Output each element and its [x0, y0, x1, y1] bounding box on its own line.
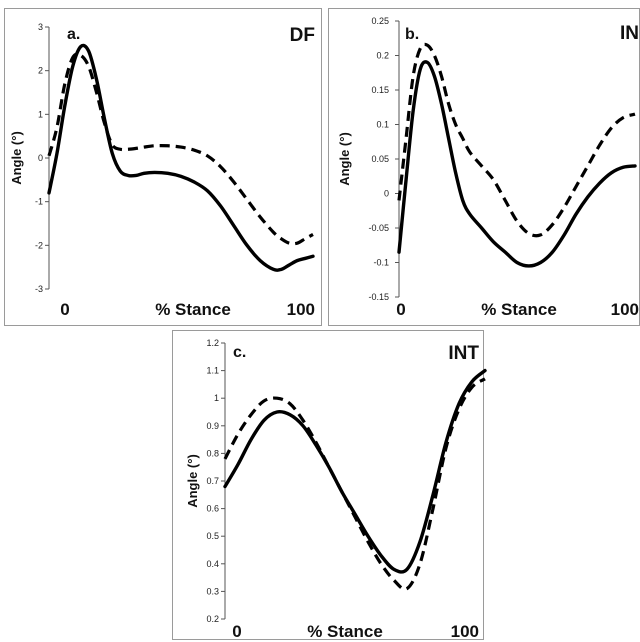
y-axis-label: Angle (°) [337, 132, 352, 186]
x-end-label: 100 [611, 300, 639, 319]
y-tick-label: 0.4 [206, 559, 219, 569]
x-start-label: 0 [396, 300, 405, 319]
y-tick-label: 0.6 [206, 504, 219, 514]
panel-c-int: 1.2 1.1 1 0.9 0.8 0.7 0.6 0.5 0.4 0.3 0.2 Angle (°)… [172, 330, 487, 641]
y-tick-label: 0.2 [376, 51, 389, 61]
y-tick-label: 0.25 [371, 16, 389, 26]
y-tick-label: -2 [35, 240, 43, 250]
series-line-solid [47, 43, 315, 272]
y-axis-label: Angle (°) [9, 131, 24, 185]
series-line-dashed [397, 42, 636, 238]
x-axis-label: % Stance [155, 300, 231, 319]
y-tick-label: 1 [38, 109, 43, 119]
x-end-label: 100 [287, 300, 315, 319]
panel-letter: a. [67, 26, 80, 43]
y-tick-label: 3 [38, 22, 43, 32]
x-end-label: 100 [451, 622, 479, 641]
panel-b-in: 0.25 0.2 0.15 0.1 0.05 0 -0.05 -0.1 -0.15 Angle (… [328, 8, 640, 326]
y-tick-label: 0.5 [206, 531, 219, 541]
y-tick-label: 0 [38, 153, 43, 163]
series-line-solid [397, 60, 637, 268]
panel-title: DF [290, 25, 315, 46]
chart-df: 3 2 1 0 -1 -2 -3 Angle (°) a. DF 0 % Stance 100 [9, 22, 315, 319]
y-tick-label: 0.15 [371, 85, 389, 95]
y-tick-label: -0.1 [373, 258, 389, 268]
panel-letter: b. [405, 26, 419, 43]
series-line-dashed [47, 52, 314, 246]
x-axis-label: % Stance [307, 622, 383, 641]
x-start-label: 0 [232, 622, 241, 641]
y-tick-label: 1 [214, 393, 219, 403]
series-line-dashed [223, 377, 486, 591]
y-tick-label: -0.15 [368, 292, 389, 302]
y-tick-label: 1.2 [206, 338, 219, 348]
y-tick-label: 0.05 [371, 154, 389, 164]
panel-letter: c. [233, 344, 246, 361]
y-tick-label: 0.3 [206, 586, 219, 596]
y-tick-label: 0.2 [206, 614, 219, 624]
panel-title: IN [620, 23, 639, 44]
x-axis-label: % Stance [481, 300, 557, 319]
x-start-label: 0 [60, 300, 69, 319]
panel-a-df: 3 2 1 0 -1 -2 -3 Angle (°) a. DF 0 % Stance 100 [4, 8, 322, 326]
y-tick-label: 0.8 [206, 448, 219, 458]
y-tick-label: 0.1 [376, 120, 389, 130]
y-tick-label: 1.1 [206, 366, 219, 376]
y-tick-label: 2 [38, 66, 43, 76]
y-tick-label: -0.05 [368, 223, 389, 233]
y-tick-label: 0 [384, 189, 389, 199]
y-tick-label: 0.9 [206, 421, 219, 431]
y-axis-label: Angle (°) [185, 454, 200, 508]
panel-title: INT [448, 343, 479, 364]
y-tick-label: 0.7 [206, 476, 219, 486]
chart-in: 0.25 0.2 0.15 0.1 0.05 0 -0.05 -0.1 -0.15 Angle (… [337, 16, 639, 319]
y-tick-label: -3 [35, 284, 43, 294]
y-tick-label: -1 [35, 197, 43, 207]
chart-int: 1.2 1.1 1 0.9 0.8 0.7 0.6 0.5 0.4 0.3 0.2 Angle (°)… [185, 338, 487, 641]
